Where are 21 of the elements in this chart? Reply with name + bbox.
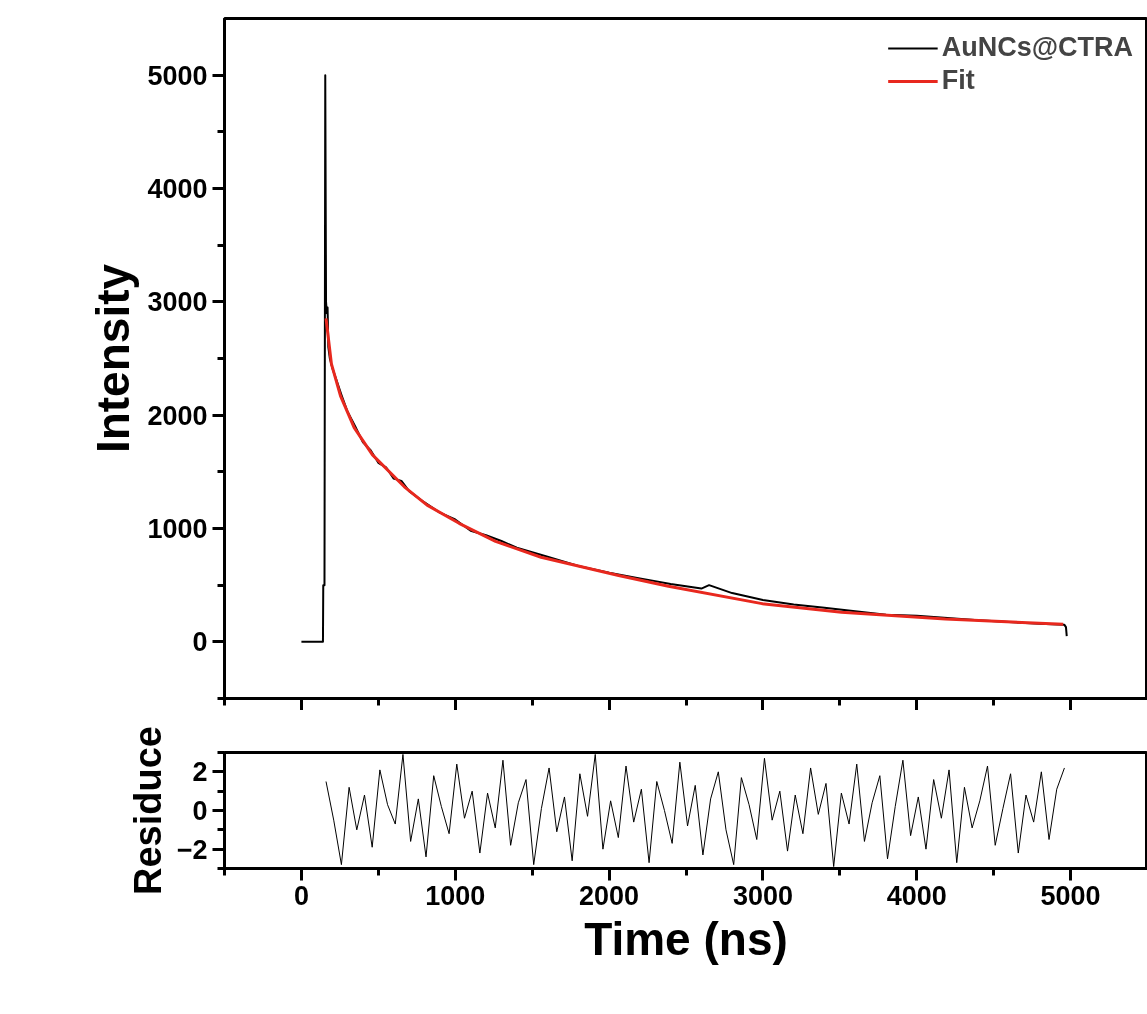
line-series [324, 316, 1065, 626]
x-tick-label: 1000 [425, 880, 486, 911]
y-axis-title: Intensity [87, 263, 140, 454]
y-tick-label: 0 [192, 796, 208, 826]
y-tick-label: 3000 [147, 287, 208, 318]
y-tick-label: 2000 [147, 400, 208, 431]
y-tick-label: −2 [176, 834, 208, 865]
y-tick-label: 2 [192, 757, 208, 788]
x-tick-label: 5000 [1040, 880, 1101, 911]
x-tick-label: 3000 [732, 880, 793, 911]
y-tick-label: 5000 [147, 60, 208, 91]
x-axis-title: Time (ns) [584, 912, 788, 965]
y-tick-label: 0 [192, 627, 208, 658]
y-tick-label: 1000 [147, 514, 208, 544]
y-tick-label: 4000 [147, 174, 208, 204]
x-tick-label: 4000 [886, 880, 947, 911]
legend-label: AuNCs@CTRA [941, 32, 1133, 63]
y-axis-title: Residuce [126, 726, 169, 895]
x-tick-label: 0 [293, 880, 309, 911]
x-tick-label: 2000 [579, 880, 640, 911]
legend-label: Fit [941, 65, 975, 96]
